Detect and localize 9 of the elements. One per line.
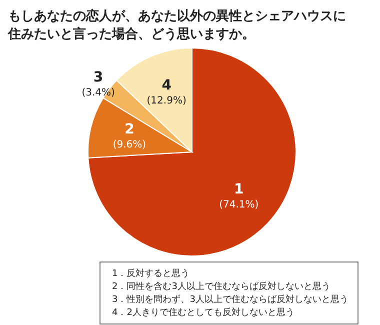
slice-label: 2 [124,121,134,138]
slice-label: 1 [234,181,244,198]
data-label: (9.6%) [112,139,146,150]
slice-label: 4 [162,78,172,94]
title: もしあなたの恋人が、あなた以外の異性とシェアハウスに住みたいと言った場合、どう思いますか。 [8,9,346,42]
slice-label: 3 [93,69,104,86]
data-label: (12.9%) [146,96,186,107]
key: 1．反対すると思う 2．同性を含む3人以上で住むならば反対しないと思う 3．性別を問わず、3人以上で住むならば反対しないと思う 4．2人きりで住むとしても反対しないと思う [100,262,358,324]
data-label: (74.1%) [219,199,259,210]
